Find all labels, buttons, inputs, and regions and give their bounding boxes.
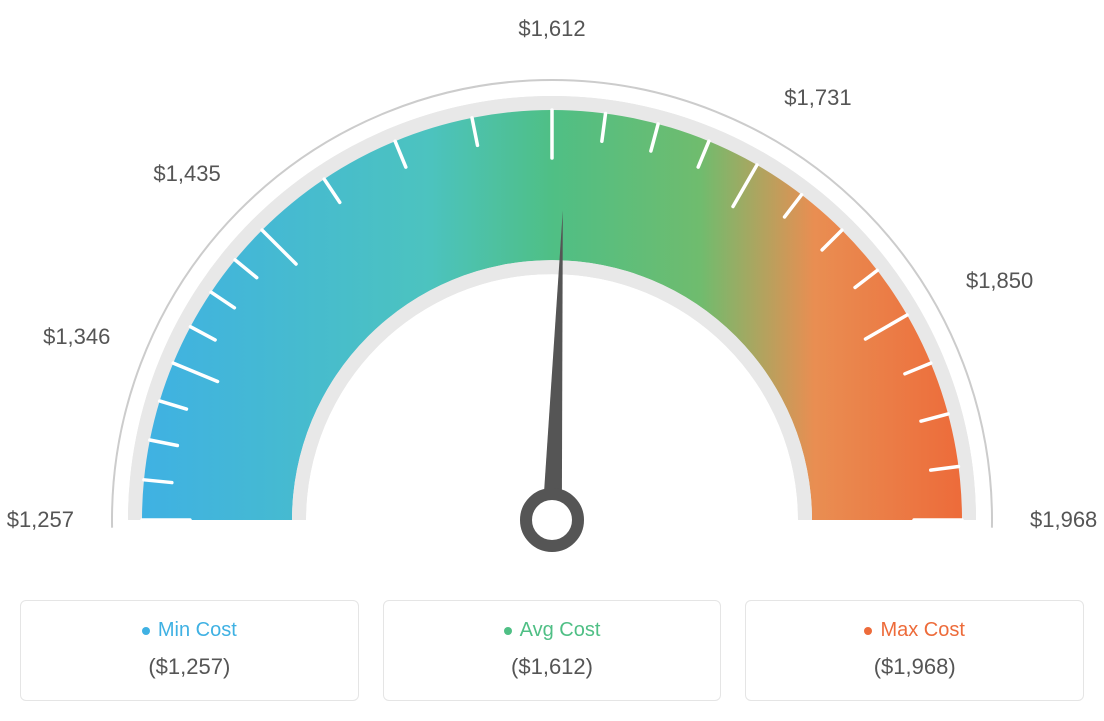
gauge-chart: $1,257$1,346$1,435$1,612$1,731$1,850$1,9… [20, 20, 1084, 580]
gauge-tick-label: $1,850 [966, 268, 1033, 294]
legend-label-text: Avg Cost [520, 619, 601, 642]
legend-card-avg: Avg Cost ($1,612) [383, 600, 722, 701]
legend-label-text: Max Cost [880, 619, 964, 642]
gauge-tick-label: $1,731 [784, 85, 851, 111]
legend-card-max: Max Cost ($1,968) [745, 600, 1084, 701]
gauge-tick-label: $1,435 [153, 161, 220, 187]
gauge-tick-label: $1,968 [1030, 507, 1097, 533]
legend-label-avg: Avg Cost [504, 619, 601, 642]
dot-icon [142, 627, 150, 635]
gauge-tick-label: $1,612 [518, 16, 585, 42]
gauge-tick-label: $1,346 [43, 324, 110, 350]
dot-icon [864, 627, 872, 635]
legend-value-min: ($1,257) [21, 654, 358, 680]
legend-value-max: ($1,968) [746, 654, 1083, 680]
dot-icon [504, 627, 512, 635]
legend-label-min: Min Cost [142, 619, 237, 642]
legend-card-min: Min Cost ($1,257) [20, 600, 359, 701]
legend-row: Min Cost ($1,257) Avg Cost ($1,612) Max … [20, 600, 1084, 701]
legend-label-text: Min Cost [158, 619, 237, 642]
gauge-svg [20, 20, 1084, 580]
legend-value-avg: ($1,612) [384, 654, 721, 680]
legend-label-max: Max Cost [864, 619, 964, 642]
gauge-tick-label: $1,257 [7, 507, 74, 533]
